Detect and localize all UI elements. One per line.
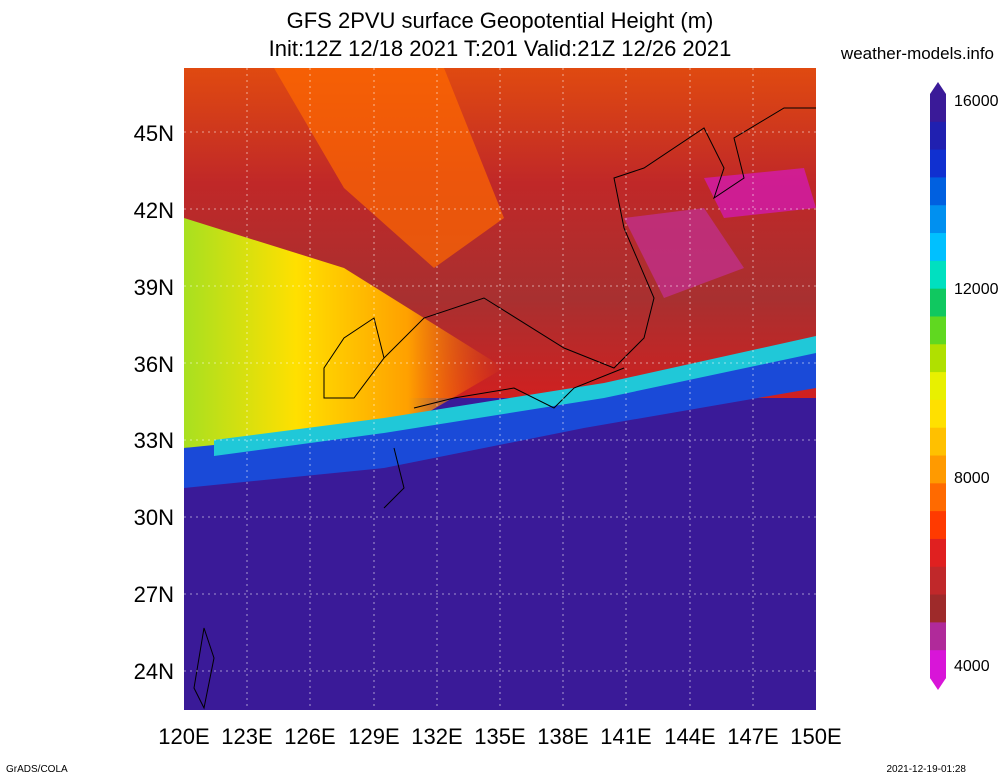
lat-label: 45N	[133, 121, 174, 146]
orange-ridge	[274, 68, 504, 268]
coastline	[383, 447, 405, 509]
colorbar	[930, 82, 946, 690]
chart-title: GFS 2PVU surface Geopotential Height (m)	[286, 8, 714, 33]
colorbar-swatch	[930, 455, 946, 484]
map-plot	[184, 68, 816, 710]
lat-label: 27N	[133, 582, 174, 607]
colorbar-swatch	[930, 149, 946, 178]
lat-label: 39N	[133, 275, 174, 300]
lon-label: 135E	[474, 724, 526, 749]
lon-label: 123E	[221, 724, 273, 749]
colorbar-swatch	[930, 483, 946, 512]
lon-label: 150E	[790, 724, 842, 749]
colorbar-swatch	[930, 233, 946, 262]
colorbar-label: 4000	[954, 658, 990, 675]
chart-subtitle: Init:12Z 12/18 2021 T:201 Valid:21Z 12/2…	[268, 36, 732, 61]
cyan-jet-edge	[214, 336, 816, 456]
coastline	[383, 107, 816, 369]
footer-left: GrADS/COLA	[6, 764, 68, 775]
magenta-pocket	[624, 208, 744, 298]
colorbar-swatch	[930, 399, 946, 429]
lon-label: 138E	[537, 724, 589, 749]
colorbar-swatch	[930, 94, 946, 123]
lat-label: 33N	[133, 428, 174, 453]
colorbar-swatch	[930, 288, 946, 317]
colorbar-swatch	[930, 511, 946, 540]
colorbar-swatch	[930, 177, 946, 206]
colorbar-swatch	[930, 427, 946, 457]
colorbar-label: 12000	[954, 281, 999, 298]
lon-label: 141E	[600, 724, 652, 749]
lon-label: 126E	[284, 724, 336, 749]
colorbar-swatch	[930, 260, 946, 290]
colorbar-swatch	[930, 316, 946, 345]
colorbar-swatch	[930, 205, 946, 234]
grid-lines	[184, 68, 816, 710]
magenta-pocket	[704, 168, 816, 218]
lat-label: 36N	[133, 352, 174, 377]
lat-label: 24N	[133, 659, 174, 684]
lon-label: 144E	[664, 724, 716, 749]
lat-label: 42N	[133, 198, 174, 223]
coastline	[413, 367, 625, 409]
colorbar-swatch	[930, 121, 946, 151]
colorbar-swatch	[930, 622, 946, 651]
colorbar-label: 16000	[954, 93, 999, 110]
footer-right: 2021-12-19-01:28	[886, 764, 966, 775]
colorbar-swatch	[930, 650, 946, 679]
coastline	[193, 627, 215, 710]
colorbar-swatch	[930, 372, 946, 401]
yellow-tongue	[184, 218, 504, 448]
colorbar-swatch	[930, 344, 946, 373]
colorbar-label: 8000	[954, 470, 990, 487]
colorbar-swatch	[930, 538, 946, 568]
lon-label: 129E	[348, 724, 400, 749]
colorbar-max-arrow	[930, 82, 946, 94]
lon-label: 132E	[411, 724, 463, 749]
colorbar-swatch	[930, 566, 946, 596]
lon-label: 147E	[727, 724, 779, 749]
lon-label: 120E	[158, 724, 210, 749]
colorbar-min-arrow	[930, 678, 946, 690]
site-label: weather-models.info	[840, 44, 994, 63]
lat-label: 30N	[133, 505, 174, 530]
colorbar-swatch	[930, 594, 946, 623]
